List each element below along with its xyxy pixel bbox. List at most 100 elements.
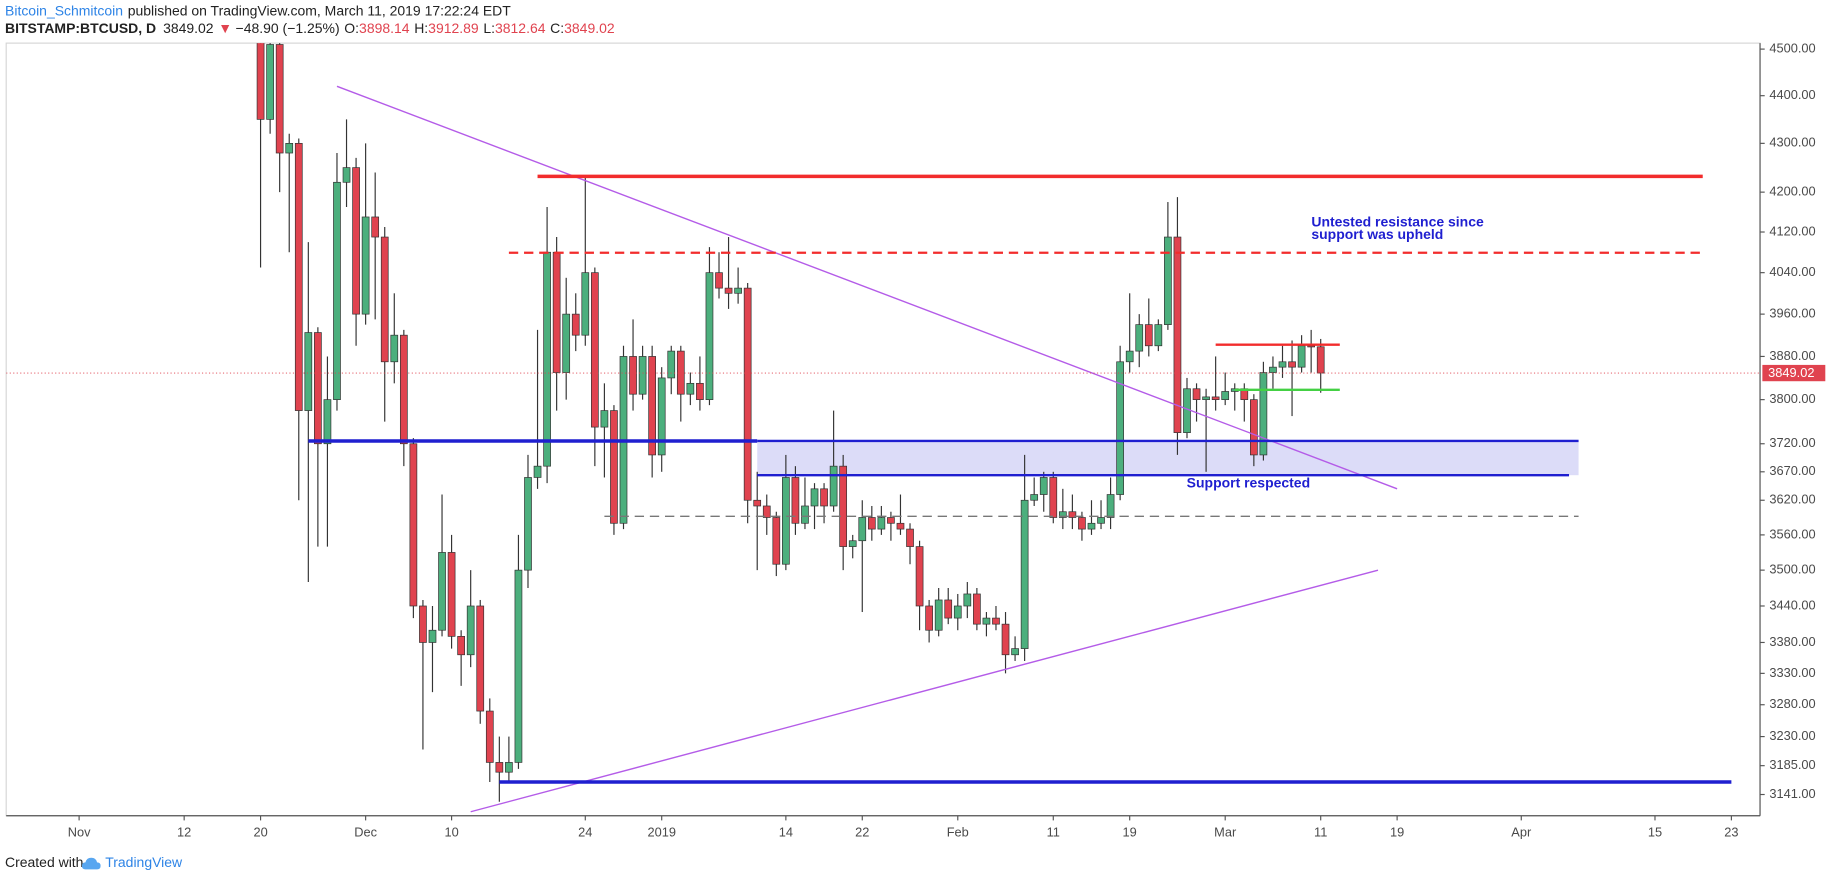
x-tick-label: 19 (1123, 825, 1137, 840)
candle-body (447, 552, 456, 637)
candle-body (982, 617, 991, 625)
candle-body (1154, 324, 1163, 347)
candle-body (1164, 236, 1172, 325)
x-tick-label: Mar (1214, 825, 1237, 840)
candle-body (533, 465, 542, 478)
candle-body (867, 517, 876, 530)
candle-body (514, 569, 523, 763)
candle-body (1221, 391, 1230, 400)
y-tick-label: 3230.00 (1769, 728, 1815, 743)
high-label: H: (414, 20, 428, 36)
x-tick-label: 24 (578, 825, 592, 840)
candle-body (973, 593, 981, 625)
header-line-1: Bitcoin_Schmitcoin published on TradingVi… (5, 2, 511, 18)
candle-body (1001, 623, 1010, 656)
x-tick-label: Apr (1511, 825, 1532, 840)
published: published on TradingView.com, March 11, … (128, 2, 512, 18)
candle-body (1297, 345, 1306, 368)
candle-body (925, 605, 933, 631)
candle-body (390, 334, 399, 363)
candle-body (1087, 522, 1096, 530)
symbol: BITSTAMP:BTCUSD, D (5, 20, 156, 36)
y-tick-label: 4040.00 (1769, 264, 1815, 279)
open-label: O: (344, 20, 359, 36)
candle-body (715, 272, 723, 289)
candle-body (457, 635, 465, 656)
change: −48.90 (−1.25%) (236, 20, 340, 36)
candle-body (1078, 517, 1086, 530)
low-value: 3812.64 (495, 20, 546, 36)
candle-body (820, 488, 828, 507)
candle-body (314, 332, 322, 445)
y-tick-label: 3440.00 (1769, 597, 1815, 612)
candle-body (963, 593, 972, 607)
support-zone (757, 440, 1579, 476)
candle-body (1250, 399, 1258, 456)
last-price-label: 3849.02 (1768, 365, 1814, 380)
candle-body (266, 44, 274, 120)
x-tick-label: 12 (177, 825, 191, 840)
candle-body (285, 143, 294, 154)
candle-body (600, 410, 609, 428)
footer-brand[interactable]: TradingView (105, 854, 183, 870)
x-tick-label: 10 (444, 825, 458, 840)
annotation: support was upheld (1311, 226, 1443, 242)
candle-body (323, 399, 332, 445)
y-tick-label: 3560.00 (1769, 526, 1815, 541)
drawing-line (336, 85, 1398, 490)
candle-body (1058, 511, 1067, 518)
y-tick-label: 3670.00 (1769, 463, 1815, 478)
candle-body (1202, 396, 1210, 400)
candle-body (1269, 366, 1277, 373)
y-tick-label: 3330.00 (1769, 665, 1815, 680)
candle-body (686, 382, 695, 395)
low-label: L: (483, 20, 495, 36)
candle-body (638, 356, 647, 395)
candle-body (1278, 361, 1287, 368)
candle-body (304, 332, 313, 411)
candle-body (371, 216, 380, 238)
open-value: 3898.14 (359, 20, 410, 36)
candle-body (562, 313, 571, 373)
x-tick-label: 22 (855, 825, 869, 840)
candle-body (352, 167, 360, 315)
x-tick-label: 11 (1047, 825, 1060, 840)
candle-body (399, 334, 408, 445)
candle-body (772, 517, 781, 565)
candle-body (887, 517, 895, 524)
y-tick-label: 3380.00 (1769, 634, 1815, 649)
x-tick-label: 11 (1314, 825, 1327, 840)
candle-body (1011, 648, 1019, 656)
candle-body (581, 272, 590, 336)
candle-body (734, 287, 742, 294)
candle-body (906, 528, 914, 547)
candle-body (275, 44, 284, 154)
y-tick-label: 3620.00 (1769, 492, 1815, 507)
candle-body (829, 465, 838, 507)
candle-body (1307, 345, 1315, 348)
candle-body (1173, 236, 1182, 433)
candle-body (992, 617, 1000, 625)
candle-body (858, 517, 867, 542)
candle-body (1192, 388, 1201, 400)
candle-body (1135, 324, 1144, 352)
annotation: Untested resistance since (1311, 213, 1484, 229)
candle-body (782, 477, 790, 565)
candle-body (428, 629, 437, 643)
candle-body (648, 356, 656, 456)
author[interactable]: Bitcoin_Schmitcoin (5, 2, 123, 18)
candle-body (1288, 361, 1296, 368)
y-tick-label: 3720.00 (1769, 435, 1815, 450)
candle-body (696, 382, 704, 400)
candle-body (361, 216, 370, 315)
candle-body (896, 522, 905, 530)
candle-body (1106, 494, 1115, 518)
candle-body (256, 43, 265, 120)
candle-body (466, 605, 475, 656)
last-price-tag (1762, 364, 1826, 382)
high-value: 3912.89 (428, 20, 479, 36)
candle-body (762, 505, 771, 518)
x-tick-label: Nov (68, 825, 91, 840)
